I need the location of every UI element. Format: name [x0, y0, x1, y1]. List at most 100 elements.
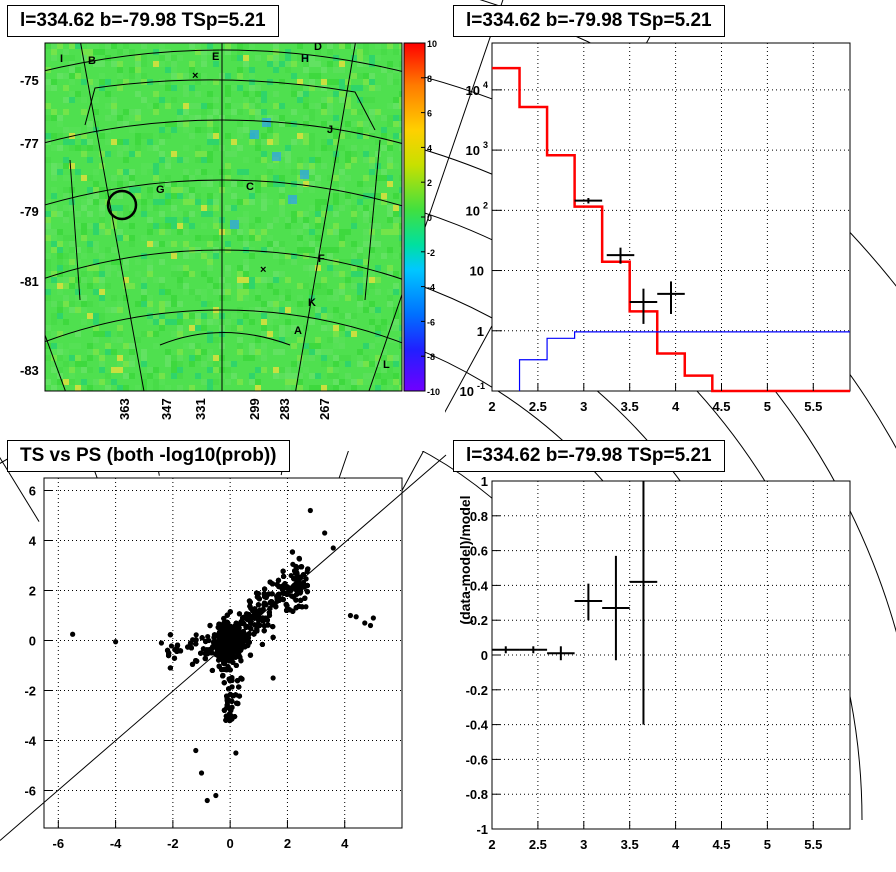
skymap-cell: [381, 355, 387, 361]
skymap-cell: [255, 175, 261, 181]
scatter-point: [254, 625, 260, 632]
skymap-cell: [147, 331, 153, 337]
scatter-point: [237, 647, 243, 653]
skymap-cell: [87, 265, 93, 271]
skymap-cell: [333, 91, 339, 97]
skymap-cell: [297, 91, 303, 97]
scatter-point: [281, 573, 287, 580]
skymap-cell: [279, 373, 285, 379]
skymap-cell: [57, 313, 63, 319]
skymap-cell: [189, 175, 195, 181]
skymap-cell: [339, 241, 345, 247]
skymap-cell: [135, 67, 141, 73]
skymap-cell: [207, 355, 213, 361]
skymap-cell: [189, 289, 195, 295]
skymap-cell: [315, 211, 321, 217]
scatter-point: [291, 576, 297, 582]
skymap-cell: [381, 199, 387, 205]
skymap-cell: [345, 361, 351, 367]
skymap-cell: [135, 73, 141, 79]
skymap-cell: [225, 85, 231, 91]
skymap-cell: [267, 235, 273, 241]
skymap-cell: [45, 223, 51, 229]
skymap-cell: [141, 79, 147, 85]
skymap-cell: [273, 115, 279, 121]
skymap-cell: [159, 319, 165, 325]
skymap-cell: [111, 175, 117, 181]
skymap-cell: [315, 61, 321, 67]
skymap-cell: [51, 343, 57, 349]
skymap-cell: [393, 121, 399, 127]
skymap-cell: [357, 121, 363, 127]
scatter-point: [293, 597, 299, 603]
skymap-cell: [351, 385, 357, 391]
skymap-cell: [153, 277, 159, 283]
skymap-cell: [69, 55, 75, 61]
skymap-cell: [237, 271, 243, 277]
skymap-cell: [87, 127, 93, 133]
skymap-cell: [297, 133, 303, 139]
skymap-cell: [369, 373, 375, 379]
skymap-cell: [195, 325, 201, 331]
skymap-cell: [333, 271, 339, 277]
scatter-point: [224, 693, 230, 699]
skymap-x-tick-label: 331: [193, 398, 208, 420]
scatter-point: [221, 680, 227, 686]
skymap-cell: [93, 109, 99, 115]
skymap-cell: [213, 319, 219, 325]
skymap-cell: [333, 211, 339, 217]
skymap-cell: [387, 205, 393, 211]
skymap-cell: [273, 349, 279, 355]
skymap-cell: [369, 247, 375, 253]
skymap-cell: [99, 61, 105, 67]
skymap-cell: [315, 253, 321, 259]
skymap-cell: [201, 379, 207, 385]
skymap-cell: [303, 85, 309, 91]
skymap-cell: [87, 313, 93, 319]
skymap-cell: [369, 169, 375, 175]
skymap-cell: [309, 385, 315, 391]
skymap-cell: [327, 49, 333, 55]
skymap-cell: [309, 109, 315, 115]
skymap-cell: [315, 151, 321, 157]
background-histogram: [518, 331, 850, 391]
skymap-cell: [309, 355, 315, 361]
skymap-cell: [69, 343, 75, 349]
skymap-cell: [327, 79, 333, 85]
skymap-cell: [393, 253, 399, 259]
skymap-cell: [201, 169, 207, 175]
skymap-cell: [225, 133, 231, 139]
skymap-cell: [147, 193, 153, 199]
skymap-cell: [225, 283, 231, 289]
skymap-cell: [255, 277, 261, 283]
skymap-cell: [177, 373, 183, 379]
skymap-cell: [177, 325, 183, 331]
skymap-cell: [207, 43, 213, 49]
skymap-cell: [369, 97, 375, 103]
skymap-cell: [309, 265, 315, 271]
skymap-cell: [261, 277, 267, 283]
skymap-cell: [249, 235, 255, 241]
scatter-point: [220, 673, 226, 679]
skymap-cell: [123, 295, 129, 301]
skymap-cell: [345, 175, 351, 181]
skymap-cell: [339, 289, 345, 295]
skymap-cell: [243, 211, 249, 217]
skymap-cell: [303, 301, 309, 307]
skymap-cell: [51, 211, 57, 217]
skymap-cell: [273, 43, 279, 49]
skymap-cell: [369, 73, 375, 79]
skymap-cell: [393, 289, 399, 295]
skymap-cell: [147, 229, 153, 235]
skymap-cell: [369, 283, 375, 289]
skymap-cell: [51, 319, 57, 325]
skymap-cell: [159, 43, 165, 49]
skymap-cell: [147, 139, 153, 145]
skymap-cell: [153, 385, 159, 391]
skymap-cell: [165, 199, 171, 205]
skymap-cell: [345, 91, 351, 97]
skymap-cell: [159, 61, 165, 67]
skymap-cell: [369, 163, 375, 169]
skymap-cell: [141, 199, 147, 205]
